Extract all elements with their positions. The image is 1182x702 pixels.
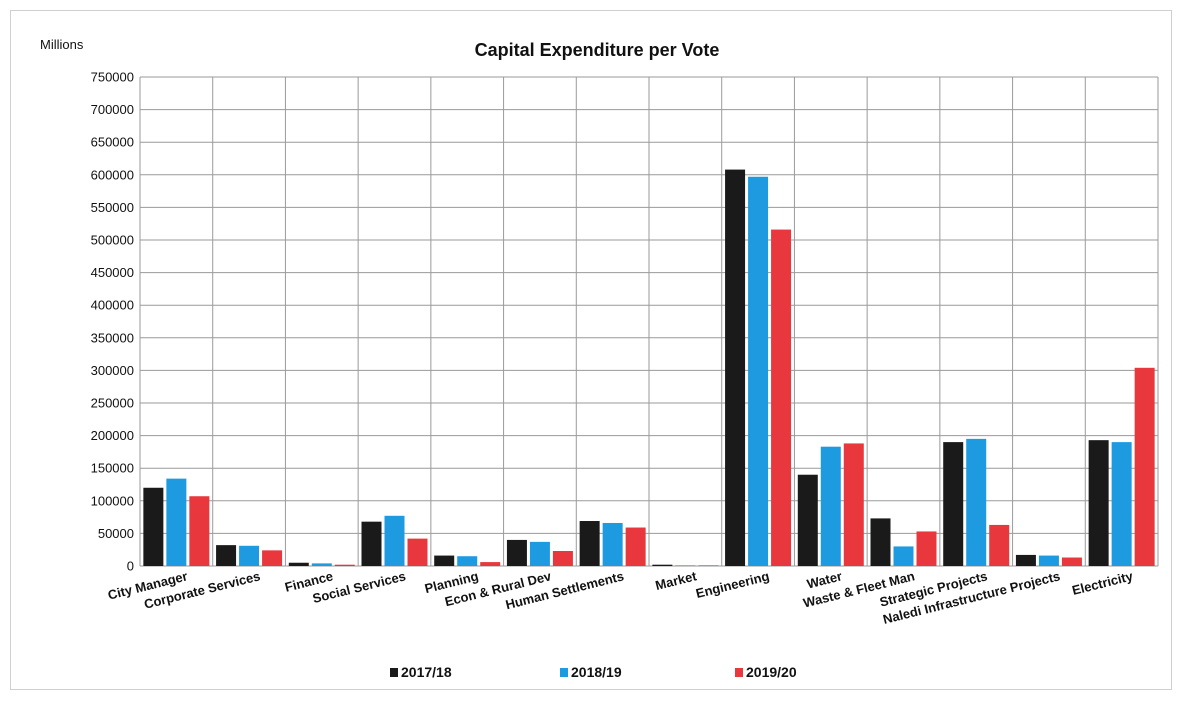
bar: [1015, 554, 1036, 566]
bar: [698, 565, 719, 566]
legend-label: 2018/19: [571, 664, 622, 680]
bar: [579, 521, 600, 566]
y-tick-label: 400000: [91, 298, 134, 313]
legend-label: 2019/20: [746, 664, 797, 680]
bar: [943, 442, 964, 566]
y-tick-label: 450000: [91, 265, 134, 280]
bar: [457, 556, 478, 566]
bar: [602, 522, 623, 566]
y-tick-label: 200000: [91, 428, 134, 443]
y-axis-label: Millions: [40, 37, 84, 52]
x-tick-label: Market: [654, 568, 699, 593]
y-tick-label: 0: [127, 559, 134, 574]
bar: [893, 546, 914, 566]
bar: [216, 545, 237, 566]
y-tick-label: 600000: [91, 167, 134, 182]
y-tick-label: 50000: [98, 526, 134, 541]
bar: [797, 474, 818, 566]
bar: [311, 563, 332, 566]
bar: [1038, 555, 1059, 566]
bar: [1088, 440, 1109, 566]
bar: [1061, 557, 1082, 566]
bar: [725, 169, 746, 567]
bar: [625, 527, 646, 566]
legend: 2017/18 2018/19 2019/20: [390, 664, 797, 680]
y-tick-label: 550000: [91, 200, 134, 215]
bar: [870, 518, 891, 566]
bar: [771, 229, 792, 566]
y-tick-label: 700000: [91, 102, 134, 117]
bar: [239, 545, 260, 566]
bar: [843, 443, 864, 566]
x-tick-label: Electricity: [1070, 568, 1135, 598]
y-tick-label: 750000: [91, 70, 134, 85]
bar: [288, 562, 309, 566]
bar: [675, 565, 696, 566]
y-tick-labels: 0 50000 100000 150000 200000 250000 300000 3500…: [91, 70, 134, 574]
bar: [1111, 442, 1132, 566]
bar: [748, 176, 769, 567]
legend-swatch: [560, 668, 568, 677]
legend-label: 2017/18: [401, 664, 452, 680]
y-tick-label: 150000: [91, 461, 134, 476]
bar: [966, 438, 987, 566]
bar: [480, 562, 501, 566]
bar: [529, 541, 550, 566]
bar: [361, 521, 382, 566]
gridlines: [139, 76, 1159, 567]
bar: [552, 551, 573, 566]
bar: [189, 496, 210, 566]
bar: [989, 524, 1010, 566]
bar: [506, 539, 527, 566]
legend-swatch: [390, 668, 398, 677]
y-tick-label: 300000: [91, 363, 134, 378]
y-tick-label: 500000: [91, 233, 134, 248]
x-tick-label: Engineering: [694, 568, 771, 601]
y-tick-label: 350000: [91, 330, 134, 345]
bar: [1134, 367, 1155, 566]
y-tick-label: 250000: [91, 396, 134, 411]
y-tick-label: 650000: [91, 135, 134, 150]
bar: [143, 487, 164, 566]
bar: [916, 531, 937, 566]
bar: [434, 555, 455, 566]
chart-frame: [10, 10, 1172, 690]
legend-swatch: [735, 668, 743, 677]
bar: [334, 564, 355, 566]
bars: [143, 169, 1155, 567]
bar: [407, 538, 428, 566]
bar: [820, 446, 841, 566]
bar: [652, 564, 673, 566]
chart-title: Capital Expenditure per Vote: [475, 40, 720, 60]
bar: [384, 515, 405, 566]
bar: [262, 550, 283, 566]
bar: [166, 478, 187, 566]
y-tick-label: 100000: [91, 493, 134, 508]
